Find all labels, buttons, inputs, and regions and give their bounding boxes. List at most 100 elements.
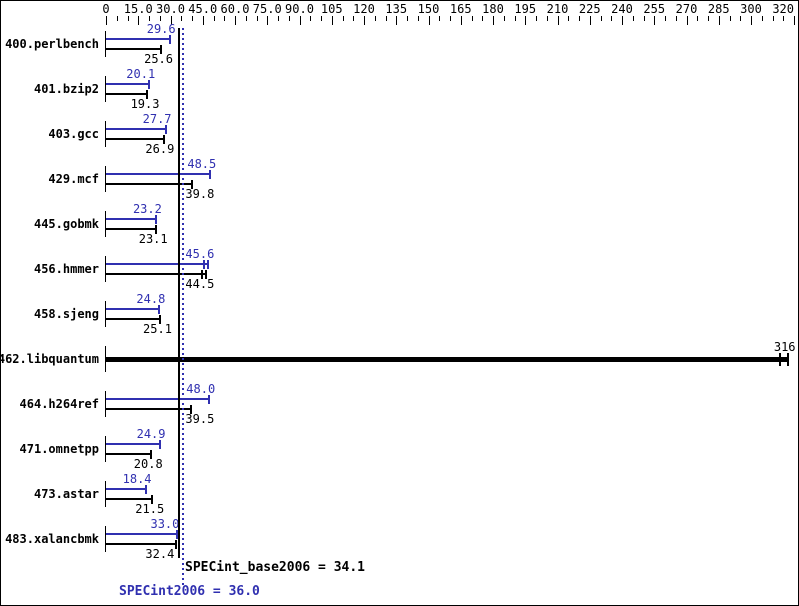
axis-major-tick (396, 16, 398, 25)
base-bar-cap (200, 269, 203, 279)
base-bar-cap (154, 224, 157, 234)
axis-tick-label: 165 (449, 2, 472, 16)
axis-minor-tick (116, 16, 118, 21)
peak-bar (106, 533, 177, 535)
base-value-label: 39.8 (185, 187, 215, 201)
peak-bar-cap (144, 484, 147, 494)
benchmark-name-label: 483.xalancbmk (5, 532, 99, 546)
axis-major-tick (751, 16, 752, 25)
axis-minor-tick (579, 16, 580, 21)
axis-minor-tick (600, 16, 602, 21)
axis-minor-tick (159, 16, 161, 21)
axis-minor-tick (256, 16, 258, 21)
base-value-label: 23.1 (138, 232, 168, 246)
axis-minor-tick (450, 16, 451, 21)
axis-minor-tick (611, 16, 613, 21)
axis-minor-tick (213, 16, 215, 21)
base-value-label: 21.5 (135, 502, 165, 516)
peak-bar-cap (164, 124, 167, 134)
axis-tick-label: 180 (482, 2, 504, 16)
peak-value-label: 24.9 (136, 427, 166, 441)
axis-major-tick (428, 16, 430, 25)
base-value-label: 32.4 (145, 547, 175, 561)
peak-value-label: 45.6 (185, 247, 215, 261)
axis-minor-tick (471, 16, 473, 21)
peak-bar (106, 218, 156, 220)
axis-minor-tick (192, 16, 193, 21)
axis-tick-label: 285 (707, 2, 730, 16)
peak-bar (106, 488, 146, 490)
base-value-label: 26.9 (145, 142, 175, 156)
base-bar (106, 183, 192, 185)
axis-tick-label: 300 (740, 2, 762, 16)
axis-major-tick (299, 16, 301, 25)
base-bar (106, 273, 206, 275)
row-spine (105, 301, 106, 327)
row-spine (105, 211, 106, 237)
axis-minor-tick (761, 16, 763, 21)
axis-tick-label: 150 (417, 2, 440, 16)
benchmark-name-label: 462.libquantum (0, 352, 99, 366)
axis-tick-label: 270 (675, 2, 698, 16)
row-spine (105, 481, 106, 507)
axis-minor-tick (310, 16, 312, 21)
peak-value-label: 20.1 (126, 67, 156, 81)
result-value-label: 316 (773, 340, 796, 354)
axis-tick-label: 105 (320, 2, 343, 16)
peak-value-label: 33.0 (150, 517, 180, 531)
axis-minor-tick (127, 16, 129, 21)
axis-tick-label: 60.0 (220, 2, 250, 16)
peak-bar-cap (208, 394, 211, 404)
peak-value-label: 18.4 (122, 472, 152, 486)
axis-minor-tick (385, 16, 387, 21)
row-spine (105, 526, 106, 552)
benchmark-name-label: 471.omnetpp (19, 442, 99, 456)
base-bar-cap (158, 314, 161, 324)
peak-bar-cap (148, 79, 151, 89)
axis-minor-tick (783, 16, 785, 21)
axis-minor-tick (514, 16, 516, 21)
axis-minor-tick (149, 16, 150, 21)
base-bar (106, 498, 153, 500)
benchmark-name-label: 473.astar (33, 487, 99, 501)
base-bar-cap (190, 179, 193, 189)
axis-major-tick (525, 16, 527, 25)
base-bar (106, 408, 191, 410)
base-value-label: 20.8 (133, 457, 163, 471)
axis-major-tick (718, 16, 720, 25)
peak-bar (106, 263, 209, 265)
peak-bar-cap (168, 34, 171, 44)
axis-minor-tick (708, 16, 709, 21)
base-value-label: 19.3 (130, 97, 160, 111)
axis-minor-tick (665, 16, 666, 21)
base-value-label: 25.6 (144, 52, 174, 66)
axis-minor-tick (342, 16, 344, 21)
row-spine (105, 256, 106, 282)
base-bar (106, 453, 151, 455)
base-bar-cap (151, 494, 154, 504)
peak-bar (106, 443, 160, 445)
axis-minor-tick (288, 16, 290, 21)
axis-tick-label: 0 (102, 2, 110, 16)
peak-value-label: 23.2 (132, 202, 162, 216)
axis-minor-tick (224, 16, 226, 21)
peak-bar-cap (209, 169, 212, 179)
base-bar (106, 356, 788, 362)
axis-major-tick (364, 16, 365, 25)
benchmark-name-label: 445.gobmk (33, 217, 99, 231)
axis-major-tick (460, 16, 462, 25)
row-spine (105, 391, 106, 417)
row-spine (105, 166, 106, 192)
benchmark-name-label: 403.gcc (48, 127, 99, 141)
axis-major-tick (267, 16, 269, 25)
peak-bar (106, 173, 211, 175)
axis-major-tick (331, 16, 333, 25)
axis-tick-label: 120 (353, 2, 375, 16)
base-bar (106, 93, 148, 95)
axis-major-tick (170, 16, 172, 25)
peak-bar (106, 83, 150, 85)
axis-minor-tick (536, 16, 537, 21)
peak-value-label: 48.0 (186, 382, 216, 396)
peak-bar (106, 308, 160, 310)
